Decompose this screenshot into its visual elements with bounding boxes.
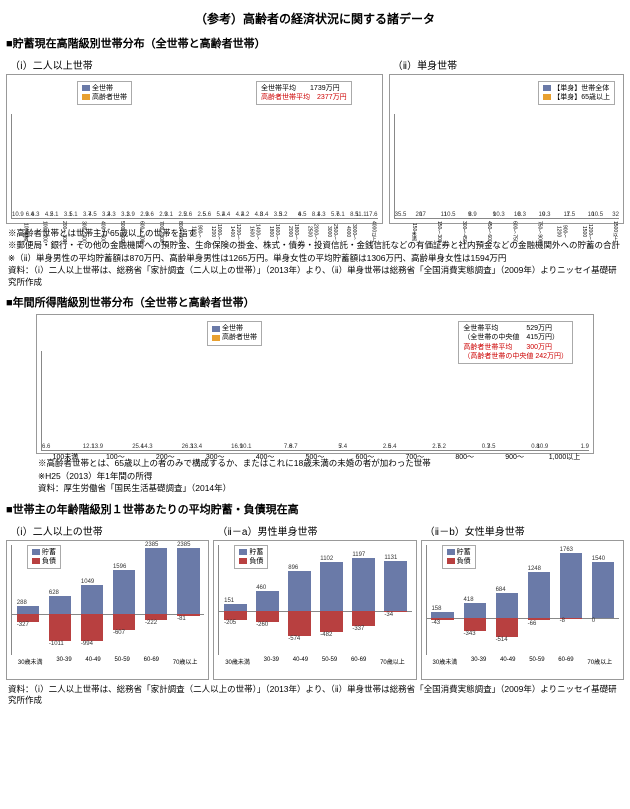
chart-1i-title: （ⅰ）二人以上世帯 <box>10 57 383 72</box>
chart3iib-title: （ⅱ－b）女性単身世帯 <box>425 523 624 538</box>
legend2-s1: 全世帯 <box>222 325 243 332</box>
section2-title: ■年間所得階級別世帯分布（全世帯と高齢者世帯） <box>6 294 624 310</box>
chart-3iia: 貯蓄 負債 151-205460-260896-5741102-4821197-… <box>213 540 416 680</box>
chart-3iib: 貯蓄 負債 158-43418-343684-5141248-661763-81… <box>421 540 624 680</box>
legend-ii-s1: 【単身】世帯全体 <box>553 85 609 92</box>
chart-3i: 貯蓄 負債 288-327628-10111049-9941596-607238… <box>6 540 209 680</box>
section3-title: ■世帯主の年齢階級別１世帯あたりの平均貯蓄・負債現在高 <box>6 501 624 517</box>
legend2-box1: 全世帯平均 529万円 <box>463 324 568 333</box>
chart-2: 全世帯 高齢者世帯 全世帯平均 529万円 （全世帯の中央値 415万円） 高齢… <box>36 314 594 454</box>
section1-title: ■貯蓄現在高階級別世帯分布（全世帯と高齢者世帯） <box>6 35 624 51</box>
chart3iia-title: （ⅱ－a）男性単身世帯 <box>217 523 416 538</box>
section3-notes: 資料：（ⅰ）二人以上世帯は、総務省「家計調査（二人以上の世帯）」（2013年）よ… <box>8 684 622 707</box>
legend-box2: 高齢者世帯平均 2377万円 <box>261 93 347 102</box>
chart-1i: 全世帯 高齢者世帯 全世帯平均 1739万円 高齢者世帯平均 2377万円 10… <box>6 74 383 224</box>
section2-notes: ※高齢者世帯とは、65歳以上の者のみで構成するか、またはこれに18歳未満の未婚の… <box>8 458 622 494</box>
legend-s2: 高齢者世帯 <box>92 94 127 101</box>
legend-s1: 全世帯 <box>92 85 113 92</box>
legend2-box2: （全世帯の中央値 415万円） <box>463 333 568 342</box>
legend-ii-s2: 【単身】65歳以上 <box>553 94 610 101</box>
legend-box1: 全世帯平均 1739万円 <box>261 84 347 93</box>
legend2-s2: 高齢者世帯 <box>222 334 257 341</box>
chart3i-title: （ⅰ）二人以上の世帯 <box>10 523 209 538</box>
page-title: （参考）高齢者の経済状況に関する諸データ <box>6 10 624 27</box>
chart-1ii-title: （ⅱ）単身世帯 <box>393 57 624 72</box>
chart-1ii: 【単身】世帯全体 【単身】65歳以上 35.520171110.598.9910… <box>389 74 624 224</box>
legend2-box3: 高齢者世帯平均 300万円 <box>463 343 568 352</box>
